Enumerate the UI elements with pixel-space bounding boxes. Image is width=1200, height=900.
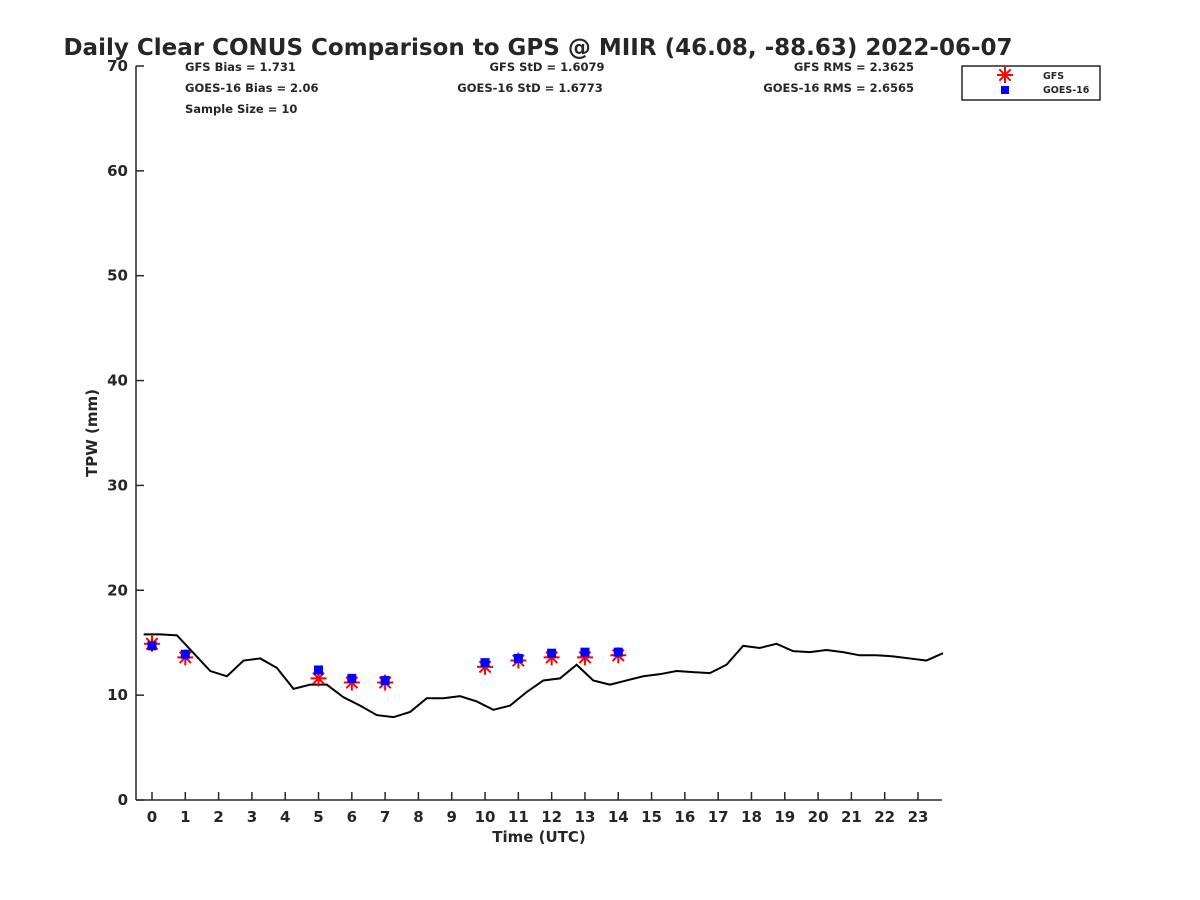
y-tick-label: 0 bbox=[118, 791, 128, 809]
x-tick-label: 22 bbox=[874, 808, 895, 826]
goes16-point bbox=[347, 673, 357, 683]
x-tick-label: 1 bbox=[180, 808, 190, 826]
stat-sample-size: Sample Size = 10 bbox=[185, 102, 297, 116]
x-tick-label: 0 bbox=[147, 808, 157, 826]
stat-goes-bias: GOES-16 Bias = 2.06 bbox=[185, 81, 318, 95]
legend-gfs-asterisk-icon bbox=[997, 67, 1013, 83]
goes16-point bbox=[580, 647, 590, 657]
x-tick-label: 9 bbox=[447, 808, 457, 826]
x-tick-label: 16 bbox=[674, 808, 695, 826]
y-tick-label: 10 bbox=[107, 686, 128, 704]
x-tick-label: 11 bbox=[508, 808, 529, 826]
x-tick-label: 6 bbox=[347, 808, 357, 826]
x-tick-label: 15 bbox=[641, 808, 662, 826]
x-axis-label: Time (UTC) bbox=[492, 828, 586, 846]
x-tick-label: 10 bbox=[475, 808, 496, 826]
x-tick-label: 12 bbox=[541, 808, 562, 826]
gfs-point bbox=[310, 670, 327, 687]
chart-title: Daily Clear CONUS Comparison to GPS @ MI… bbox=[63, 35, 1012, 61]
plot-marks bbox=[143, 633, 944, 719]
y-tick-label: 50 bbox=[107, 267, 128, 285]
goes16-point bbox=[480, 658, 490, 668]
goes16-point bbox=[314, 665, 324, 675]
goes16-point bbox=[380, 675, 390, 685]
legend-gfs-star bbox=[997, 67, 1013, 83]
stat-gfs-rms: GFS RMS = 2.3625 bbox=[794, 60, 914, 74]
x-tick-label: 14 bbox=[608, 808, 629, 826]
y-tick-label: 70 bbox=[107, 57, 128, 75]
x-tick-label: 18 bbox=[741, 808, 762, 826]
goes16-point bbox=[147, 641, 157, 651]
y-tick-label: 40 bbox=[107, 372, 128, 390]
stat-gfs-bias: GFS Bias = 1.731 bbox=[185, 60, 296, 74]
y-tick-label: 20 bbox=[107, 581, 128, 599]
x-tick-label: 7 bbox=[380, 808, 390, 826]
y-tick-label: 60 bbox=[107, 162, 128, 180]
stat-goes-std: GOES-16 StD = 1.6773 bbox=[457, 81, 602, 95]
goes16-point bbox=[513, 653, 523, 663]
x-tick-label: 8 bbox=[413, 808, 423, 826]
x-tick-label: 2 bbox=[213, 808, 223, 826]
legend: GFS GOES-16 bbox=[961, 65, 1101, 101]
x-tick-label: 21 bbox=[841, 808, 862, 826]
goes16-point bbox=[613, 647, 623, 657]
goes16-point bbox=[180, 649, 190, 659]
stat-goes-rms: GOES-16 RMS = 2.6565 bbox=[763, 81, 914, 95]
x-tick-label: 4 bbox=[280, 808, 290, 826]
stat-gfs-std: GFS StD = 1.6079 bbox=[490, 60, 605, 74]
goes16-point bbox=[547, 648, 557, 658]
x-tick-label: 5 bbox=[313, 808, 323, 826]
legend-goes-square-icon bbox=[1001, 86, 1009, 94]
y-axis-label: TPW (mm) bbox=[83, 389, 101, 477]
legend-box bbox=[961, 65, 1101, 101]
x-tick-label: 17 bbox=[708, 808, 729, 826]
y-tick-label: 30 bbox=[107, 476, 128, 494]
legend-label-gfs: GFS bbox=[1043, 71, 1064, 82]
x-tick-label: 3 bbox=[247, 808, 257, 826]
legend-label-goes: GOES-16 bbox=[1043, 85, 1090, 96]
x-tick-label: 19 bbox=[774, 808, 795, 826]
x-tick-label: 23 bbox=[908, 808, 929, 826]
gps-tpw-line bbox=[143, 633, 944, 719]
x-tick-label: 13 bbox=[575, 808, 596, 826]
x-tick-label: 20 bbox=[808, 808, 829, 826]
